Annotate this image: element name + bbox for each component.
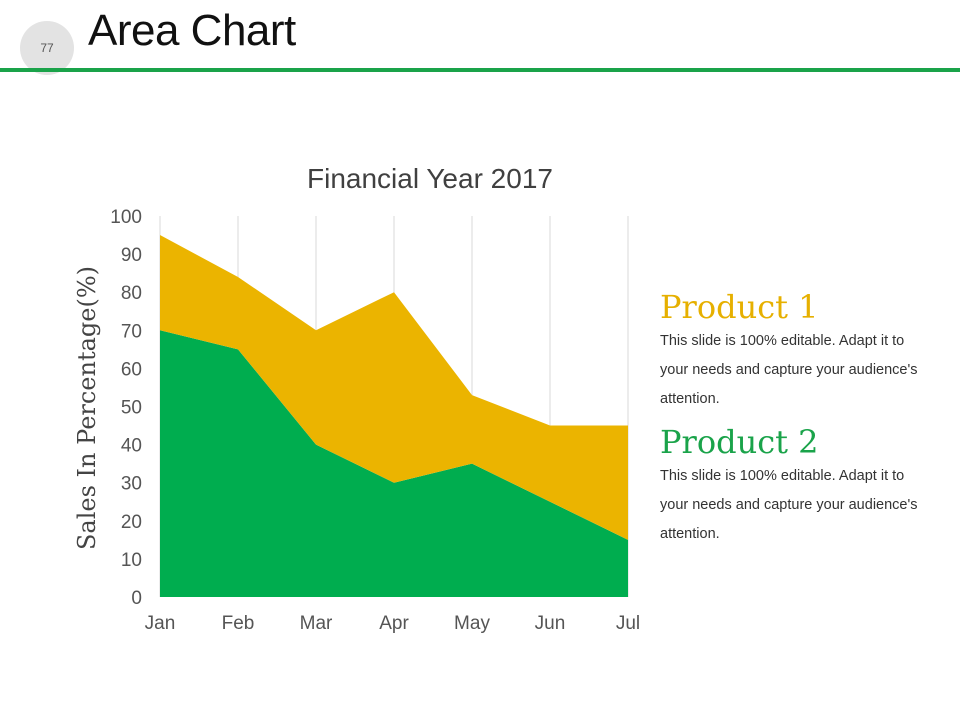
y-tick-70: 70 bbox=[121, 321, 142, 342]
x-tick-jan: Jan bbox=[145, 613, 176, 634]
y-tick-0: 0 bbox=[131, 588, 142, 609]
legend-product-1: Product 1 This slide is 100% editable. A… bbox=[660, 287, 930, 414]
y-tick-90: 90 bbox=[121, 245, 142, 266]
title-divider bbox=[0, 68, 960, 72]
y-tick-10: 10 bbox=[121, 550, 142, 571]
legend-product-2-description: This slide is 100% editable. Adapt it to… bbox=[660, 468, 918, 542]
y-tick-40: 40 bbox=[121, 436, 142, 457]
legend-product-2: Product 2 This slide is 100% editable. A… bbox=[660, 422, 930, 549]
x-tick-jul: Jul bbox=[616, 613, 640, 634]
y-tick-50: 50 bbox=[121, 398, 142, 419]
legend-product-1-name: Product 1 bbox=[660, 288, 819, 326]
y-tick-20: 20 bbox=[121, 512, 142, 533]
x-tick-feb: Feb bbox=[222, 613, 255, 634]
slide-title: Area Chart bbox=[88, 6, 296, 55]
x-tick-jun: Jun bbox=[535, 613, 566, 634]
x-tick-apr: Apr bbox=[379, 613, 409, 634]
y-tick-80: 80 bbox=[121, 283, 142, 304]
area-series-product-1 bbox=[160, 235, 628, 540]
y-tick-30: 30 bbox=[121, 474, 142, 495]
chart-title: Financial Year 2017 bbox=[307, 163, 553, 194]
x-tick-may: May bbox=[454, 613, 490, 634]
page-number-badge: 77 bbox=[20, 21, 74, 75]
y-axis-label: Sales In Percentage(%) bbox=[73, 266, 101, 550]
legend-product-1-description: This slide is 100% editable. Adapt it to… bbox=[660, 333, 918, 407]
y-tick-100: 100 bbox=[110, 207, 142, 228]
x-tick-mar: Mar bbox=[300, 613, 333, 634]
chart-areas bbox=[160, 235, 628, 597]
legend-product-2-name: Product 2 bbox=[660, 423, 819, 461]
y-tick-60: 60 bbox=[121, 359, 142, 380]
area-series-product-2 bbox=[160, 330, 628, 597]
y-axis-ticks: 0 10 20 30 40 50 60 70 80 90 100 bbox=[110, 207, 142, 609]
x-axis-ticks: Jan Feb Mar Apr May Jun Jul bbox=[145, 613, 640, 634]
